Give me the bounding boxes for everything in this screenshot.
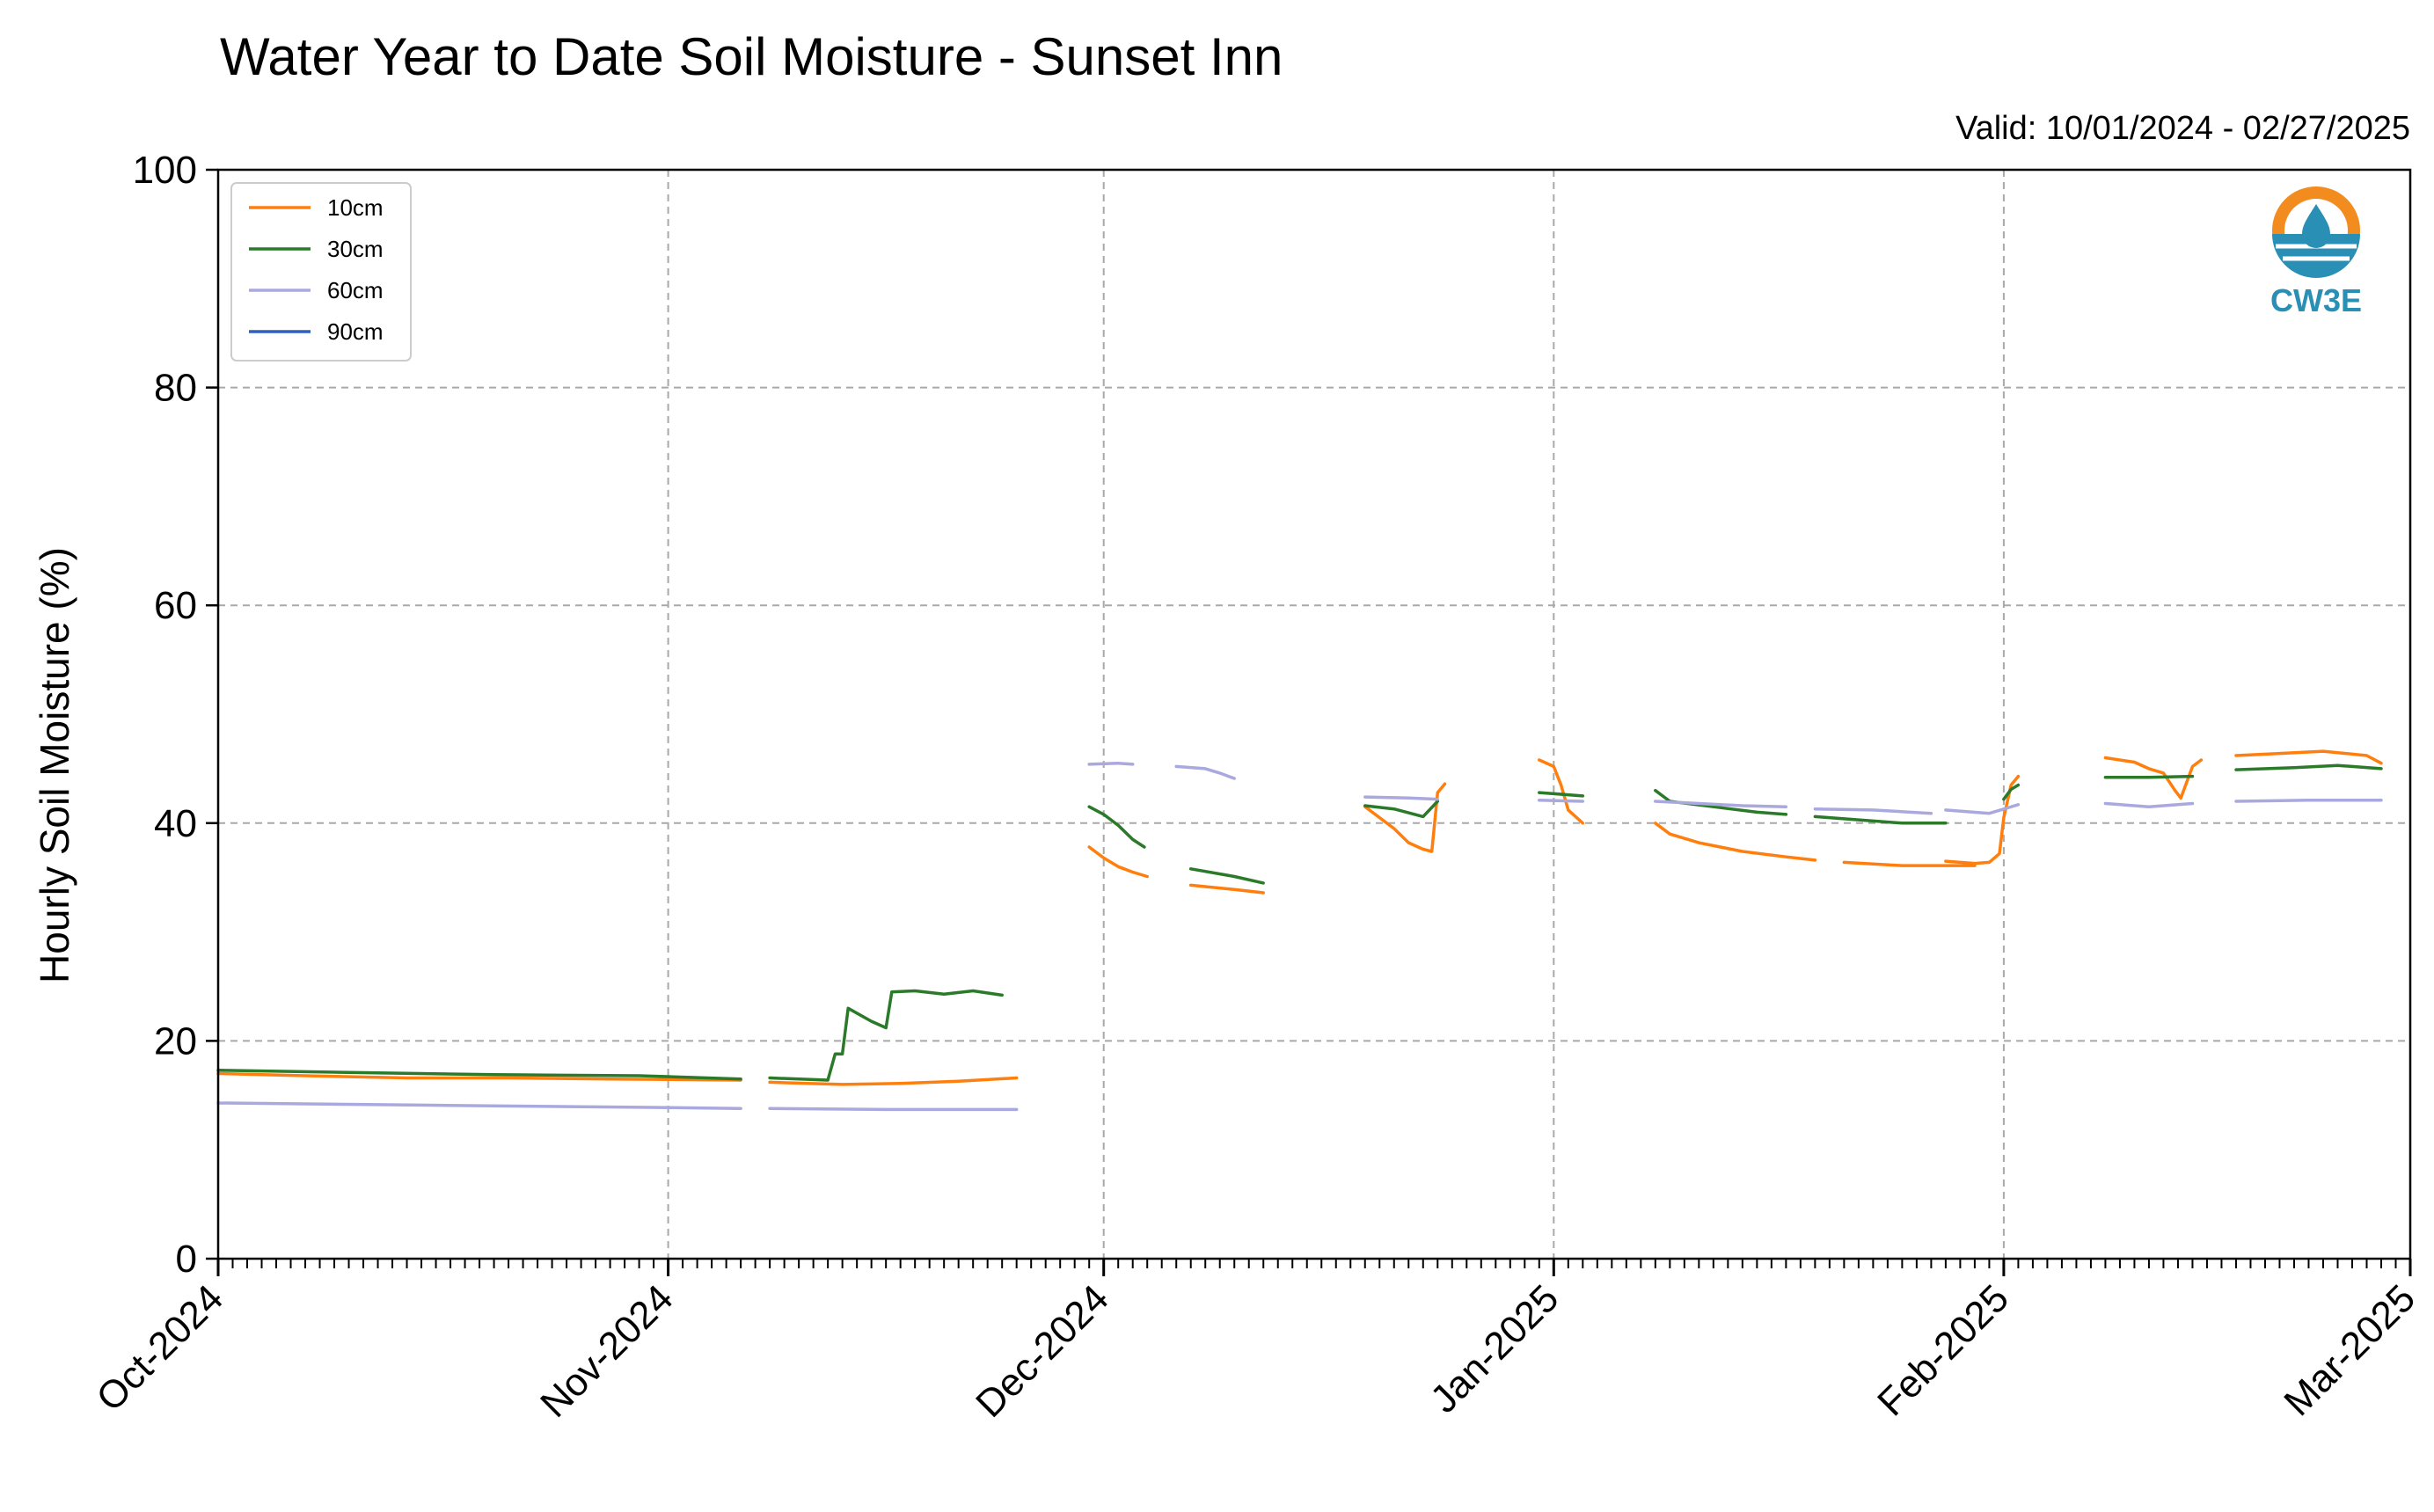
series-60cm <box>2234 799 2383 803</box>
series-30cm <box>2002 783 2021 801</box>
series-60cm <box>1813 807 1933 815</box>
series-60cm <box>1363 795 1440 801</box>
series-10cm <box>1842 860 1977 867</box>
series-10cm <box>216 1071 742 1082</box>
series-60cm <box>1174 764 1236 780</box>
series-60cm <box>768 1107 1019 1112</box>
series-60cm <box>1654 800 1788 808</box>
series-30cm <box>1813 814 1948 825</box>
y-tick-label: 60 <box>154 584 197 627</box>
series-60cm <box>2103 801 2195 808</box>
x-tick-labels: Oct-2024 Nov-2024 Dec-2024 Jan-2025 Feb-2025… <box>88 1276 2423 1426</box>
y-tick-label: 20 <box>154 1019 197 1063</box>
axis-ticks <box>206 168 2412 1276</box>
legend-label-30cm: 30cm <box>327 236 384 262</box>
series-30cm <box>2103 774 2195 779</box>
y-tick-label: 80 <box>154 367 197 410</box>
y-tick-label: 100 <box>133 149 197 192</box>
series-10cm <box>1654 822 1817 862</box>
series-30cm <box>1188 867 1265 885</box>
series-10cm <box>1538 758 1585 825</box>
legend-label-10cm: 10cm <box>327 194 384 221</box>
x-tick-label: Mar-2025 <box>2276 1276 2423 1424</box>
series-30cm <box>1654 788 1788 816</box>
series-60cm <box>1944 803 2021 815</box>
series-30cm <box>1363 800 1440 819</box>
series-60cm <box>1087 761 1135 766</box>
series-10cm <box>1944 774 2021 866</box>
gridlines <box>218 170 2410 1259</box>
series-30cm <box>2234 763 2383 771</box>
legend: 10cm 30cm 60cm 90cm <box>230 182 412 362</box>
series-60cm <box>1538 799 1585 803</box>
series-10cm <box>768 1076 1019 1086</box>
series-10cm <box>1087 845 1149 879</box>
x-tick-label: Nov-2024 <box>532 1276 682 1426</box>
plot-frame <box>216 168 2412 1260</box>
series-30cm <box>216 1069 742 1081</box>
series-10cm <box>2234 749 2383 765</box>
series-30cm <box>1087 805 1146 849</box>
logo-text: CW3E <box>2270 282 2362 318</box>
y-axis-label: Hourly Soil Moisture (%) <box>32 547 77 983</box>
legend-label-60cm: 60cm <box>327 277 384 303</box>
series-10cm <box>1363 782 1447 853</box>
x-tick-label: Jan-2025 <box>1422 1276 1567 1421</box>
x-tick-label: Dec-2024 <box>968 1276 1117 1426</box>
x-tick-label: Feb-2025 <box>1869 1276 2017 1424</box>
series-lines <box>216 749 2383 1112</box>
y-tick-label: 40 <box>154 802 197 845</box>
series-10cm <box>1188 883 1265 895</box>
chart-subtitle: Valid: 10/01/2024 - 02/27/2025 <box>1955 110 2410 147</box>
chart-title: Water Year to Date Soil Moisture - Sunse… <box>220 27 1283 86</box>
legend-label-90cm: 90cm <box>327 318 384 345</box>
y-tick-labels: 0 20 40 60 80 100 <box>133 149 197 1281</box>
series-30cm <box>1538 791 1585 798</box>
y-tick-label: 0 <box>176 1238 197 1281</box>
series-30cm <box>768 989 1004 1082</box>
x-tick-label: Oct-2024 <box>88 1276 231 1420</box>
series-10cm <box>2103 756 2204 800</box>
series-60cm <box>216 1101 742 1110</box>
cw3e-logo: CW3E <box>2270 186 2362 318</box>
legend-frame <box>230 182 412 362</box>
logo-drop-icon <box>2302 204 2330 248</box>
